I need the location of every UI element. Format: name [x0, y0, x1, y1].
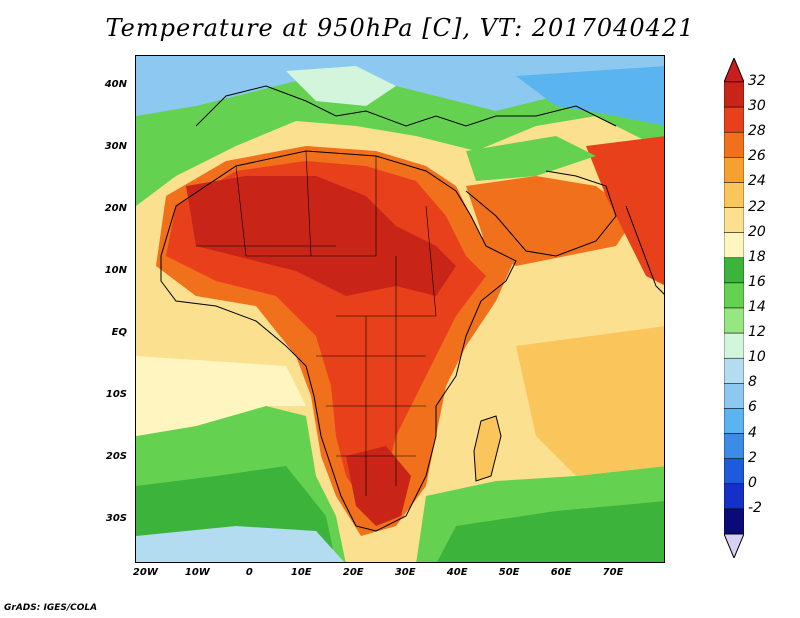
north-cold-band	[136, 56, 664, 116]
colorbar-segment	[724, 257, 744, 284]
lat-tick-label: 20S	[105, 450, 127, 462]
indian-ocean-green	[437, 501, 664, 562]
country-borders	[196, 150, 437, 496]
north-blue-east	[516, 66, 664, 126]
arabia-coastline	[465, 170, 617, 257]
africa-coastline	[160, 150, 517, 532]
europe-coastline	[195, 85, 617, 127]
colorbar-segment	[724, 508, 744, 535]
colorbar-level-label: 0	[748, 474, 757, 491]
lat-tick-label: 30S	[105, 512, 127, 524]
south-pale-blue	[136, 526, 345, 562]
colorbar-segment	[724, 332, 744, 359]
colorbar-level-label: -2	[748, 499, 762, 516]
africa-core-hot	[186, 176, 456, 296]
lon-tick-label: 20E	[342, 567, 364, 578]
colorbar-segment	[724, 182, 744, 208]
colorbar-level-label: 24	[748, 173, 766, 190]
colorbar-level-label: 26	[748, 148, 766, 165]
colorbar-level-label: 12	[748, 324, 766, 341]
colorbar-segment	[724, 282, 744, 309]
lon-tick-label: 60E	[550, 567, 572, 578]
lon-tick-label: 70E	[602, 567, 624, 578]
colorbar-under-arrow	[724, 533, 744, 558]
grads-credit: GrADS: IGES/COLA	[4, 603, 98, 613]
colorbar-level-label: 32	[748, 73, 766, 89]
colorbar-level-label: 16	[748, 273, 766, 290]
colorbar-segment	[724, 106, 744, 133]
colorbar-segment	[724, 383, 744, 409]
north-pale-patch	[286, 66, 396, 106]
tropical-pale-band	[136, 356, 306, 436]
lat-tick-label: EQ	[111, 326, 127, 338]
colorbar-level-label: 2	[748, 449, 757, 466]
colorbar-segment	[724, 357, 744, 384]
india-coastline	[625, 205, 664, 295]
colorbar-segment	[724, 433, 744, 459]
colorbar-segment	[724, 81, 744, 108]
lon-tick-label: 50E	[498, 567, 520, 578]
colorbar-segment	[724, 458, 744, 485]
colorbar-level-label: 14	[748, 299, 766, 315]
colorbar-segment	[724, 207, 744, 233]
lon-tick-label: 0	[245, 567, 253, 578]
colorbar-level-label: 22	[748, 198, 766, 215]
lon-tick-label: 10E	[290, 567, 312, 578]
colorbar-segment	[724, 157, 744, 183]
colorbar-level-label: 30	[748, 98, 766, 115]
lat-tick-label: 10S	[105, 388, 127, 400]
arabia-warm	[466, 176, 636, 266]
colorbar-level-label: 20	[748, 223, 766, 240]
lat-tick-label: 30N	[104, 140, 127, 152]
colorbar-level-label: 18	[748, 248, 766, 265]
colorbar-level-label: 6	[748, 399, 757, 416]
lon-tick-label: 10W	[184, 567, 210, 578]
map-title: Temperature at 950hPa [C], VT: 201704042…	[105, 14, 695, 42]
colorbar-segment	[724, 408, 744, 434]
map-panel	[135, 55, 665, 563]
colorbar-level-label: 10	[748, 349, 766, 366]
lat-tick-label: 20N	[104, 202, 127, 214]
lon-tick-label: 40E	[446, 567, 468, 578]
colorbar-level-label: 28	[748, 123, 766, 140]
indian-pale-band	[516, 326, 664, 476]
colorbar-segment	[724, 307, 744, 334]
colorbar	[724, 58, 744, 558]
colorbar-segment	[724, 483, 744, 510]
colorbar-segment	[724, 131, 744, 158]
colorbar-over-arrow	[724, 58, 744, 83]
india-hot	[586, 136, 664, 285]
lon-tick-label: 20W	[132, 567, 158, 578]
central-africa-hot	[336, 316, 426, 426]
temperature-field-map	[136, 56, 664, 562]
lat-tick-label: 40N	[104, 78, 127, 90]
colorbar-level-label: 8	[748, 374, 757, 391]
colorbar-level-label: 4	[748, 424, 757, 441]
madagascar	[473, 415, 502, 482]
colorbar-segment	[724, 232, 744, 259]
southern-africa-hot	[346, 446, 411, 526]
lon-tick-label: 30E	[394, 567, 416, 578]
arabia-cool-strip	[466, 136, 596, 181]
lat-tick-label: 10N	[104, 264, 127, 276]
